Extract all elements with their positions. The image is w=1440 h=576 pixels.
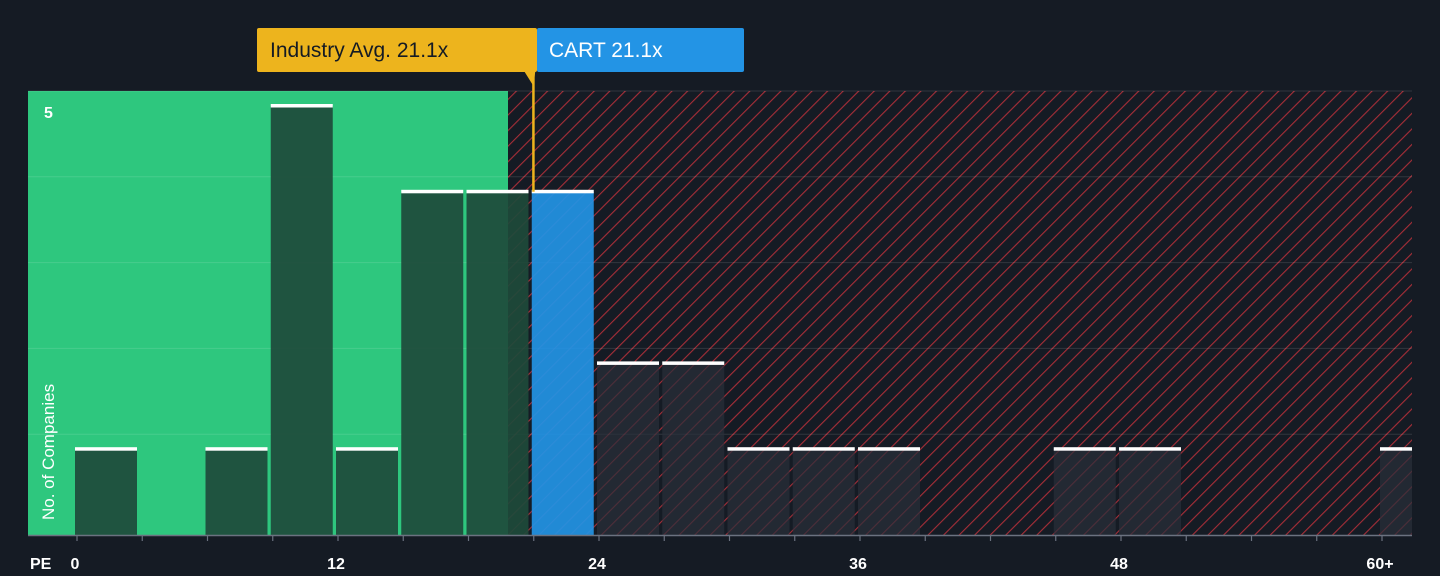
histogram-bar (336, 449, 398, 535)
histogram-bar (75, 449, 137, 535)
histogram-bar (858, 449, 920, 535)
x-tick-label: 48 (1110, 556, 1128, 571)
bar-cap (205, 447, 268, 451)
histogram-bar (727, 449, 790, 535)
bar-cap (531, 189, 594, 194)
histogram-bar (401, 191, 464, 535)
histogram-bar (466, 191, 529, 535)
company-pe-badge (537, 28, 744, 72)
histogram-bar (1053, 449, 1116, 535)
bar-cap (1053, 447, 1116, 451)
x-tick-label: 12 (327, 556, 345, 571)
company-pe-label: CART 21.1x (549, 39, 663, 62)
bar-cap (792, 447, 855, 451)
bar-cap (1119, 447, 1181, 451)
bar-cap (858, 447, 920, 451)
bar-cap (401, 189, 464, 194)
x-tick-label: 0 (71, 556, 80, 571)
histogram-bar (205, 449, 268, 535)
histogram-bar (597, 363, 659, 535)
bar-cap (1380, 447, 1412, 451)
bar-cap (336, 447, 398, 451)
x-axis-label: PE (30, 556, 52, 571)
histogram-bar (662, 363, 725, 535)
highlighted-bar (531, 191, 594, 535)
histogram-bar (792, 449, 855, 535)
bar-cap (466, 189, 529, 194)
industry-avg-pointer (523, 70, 536, 86)
bar-cap (597, 361, 659, 365)
y-tick-label: 5 (44, 105, 53, 122)
histogram-bar (1380, 449, 1412, 535)
x-tick-label: 36 (849, 556, 867, 571)
industry-avg-badge (257, 28, 537, 72)
histogram-bar (1119, 449, 1181, 535)
bar-cap (75, 447, 137, 451)
bar-cap (727, 447, 790, 451)
y-axis-label: No. of Companies (39, 384, 58, 520)
x-tick-label: 60+ (1366, 556, 1393, 571)
x-tick-label: 24 (588, 556, 606, 571)
bar-cap (662, 361, 725, 365)
industry-avg-label: Industry Avg. 21.1x (270, 39, 449, 62)
bar-cap (270, 104, 333, 108)
histogram-bar (270, 106, 333, 535)
